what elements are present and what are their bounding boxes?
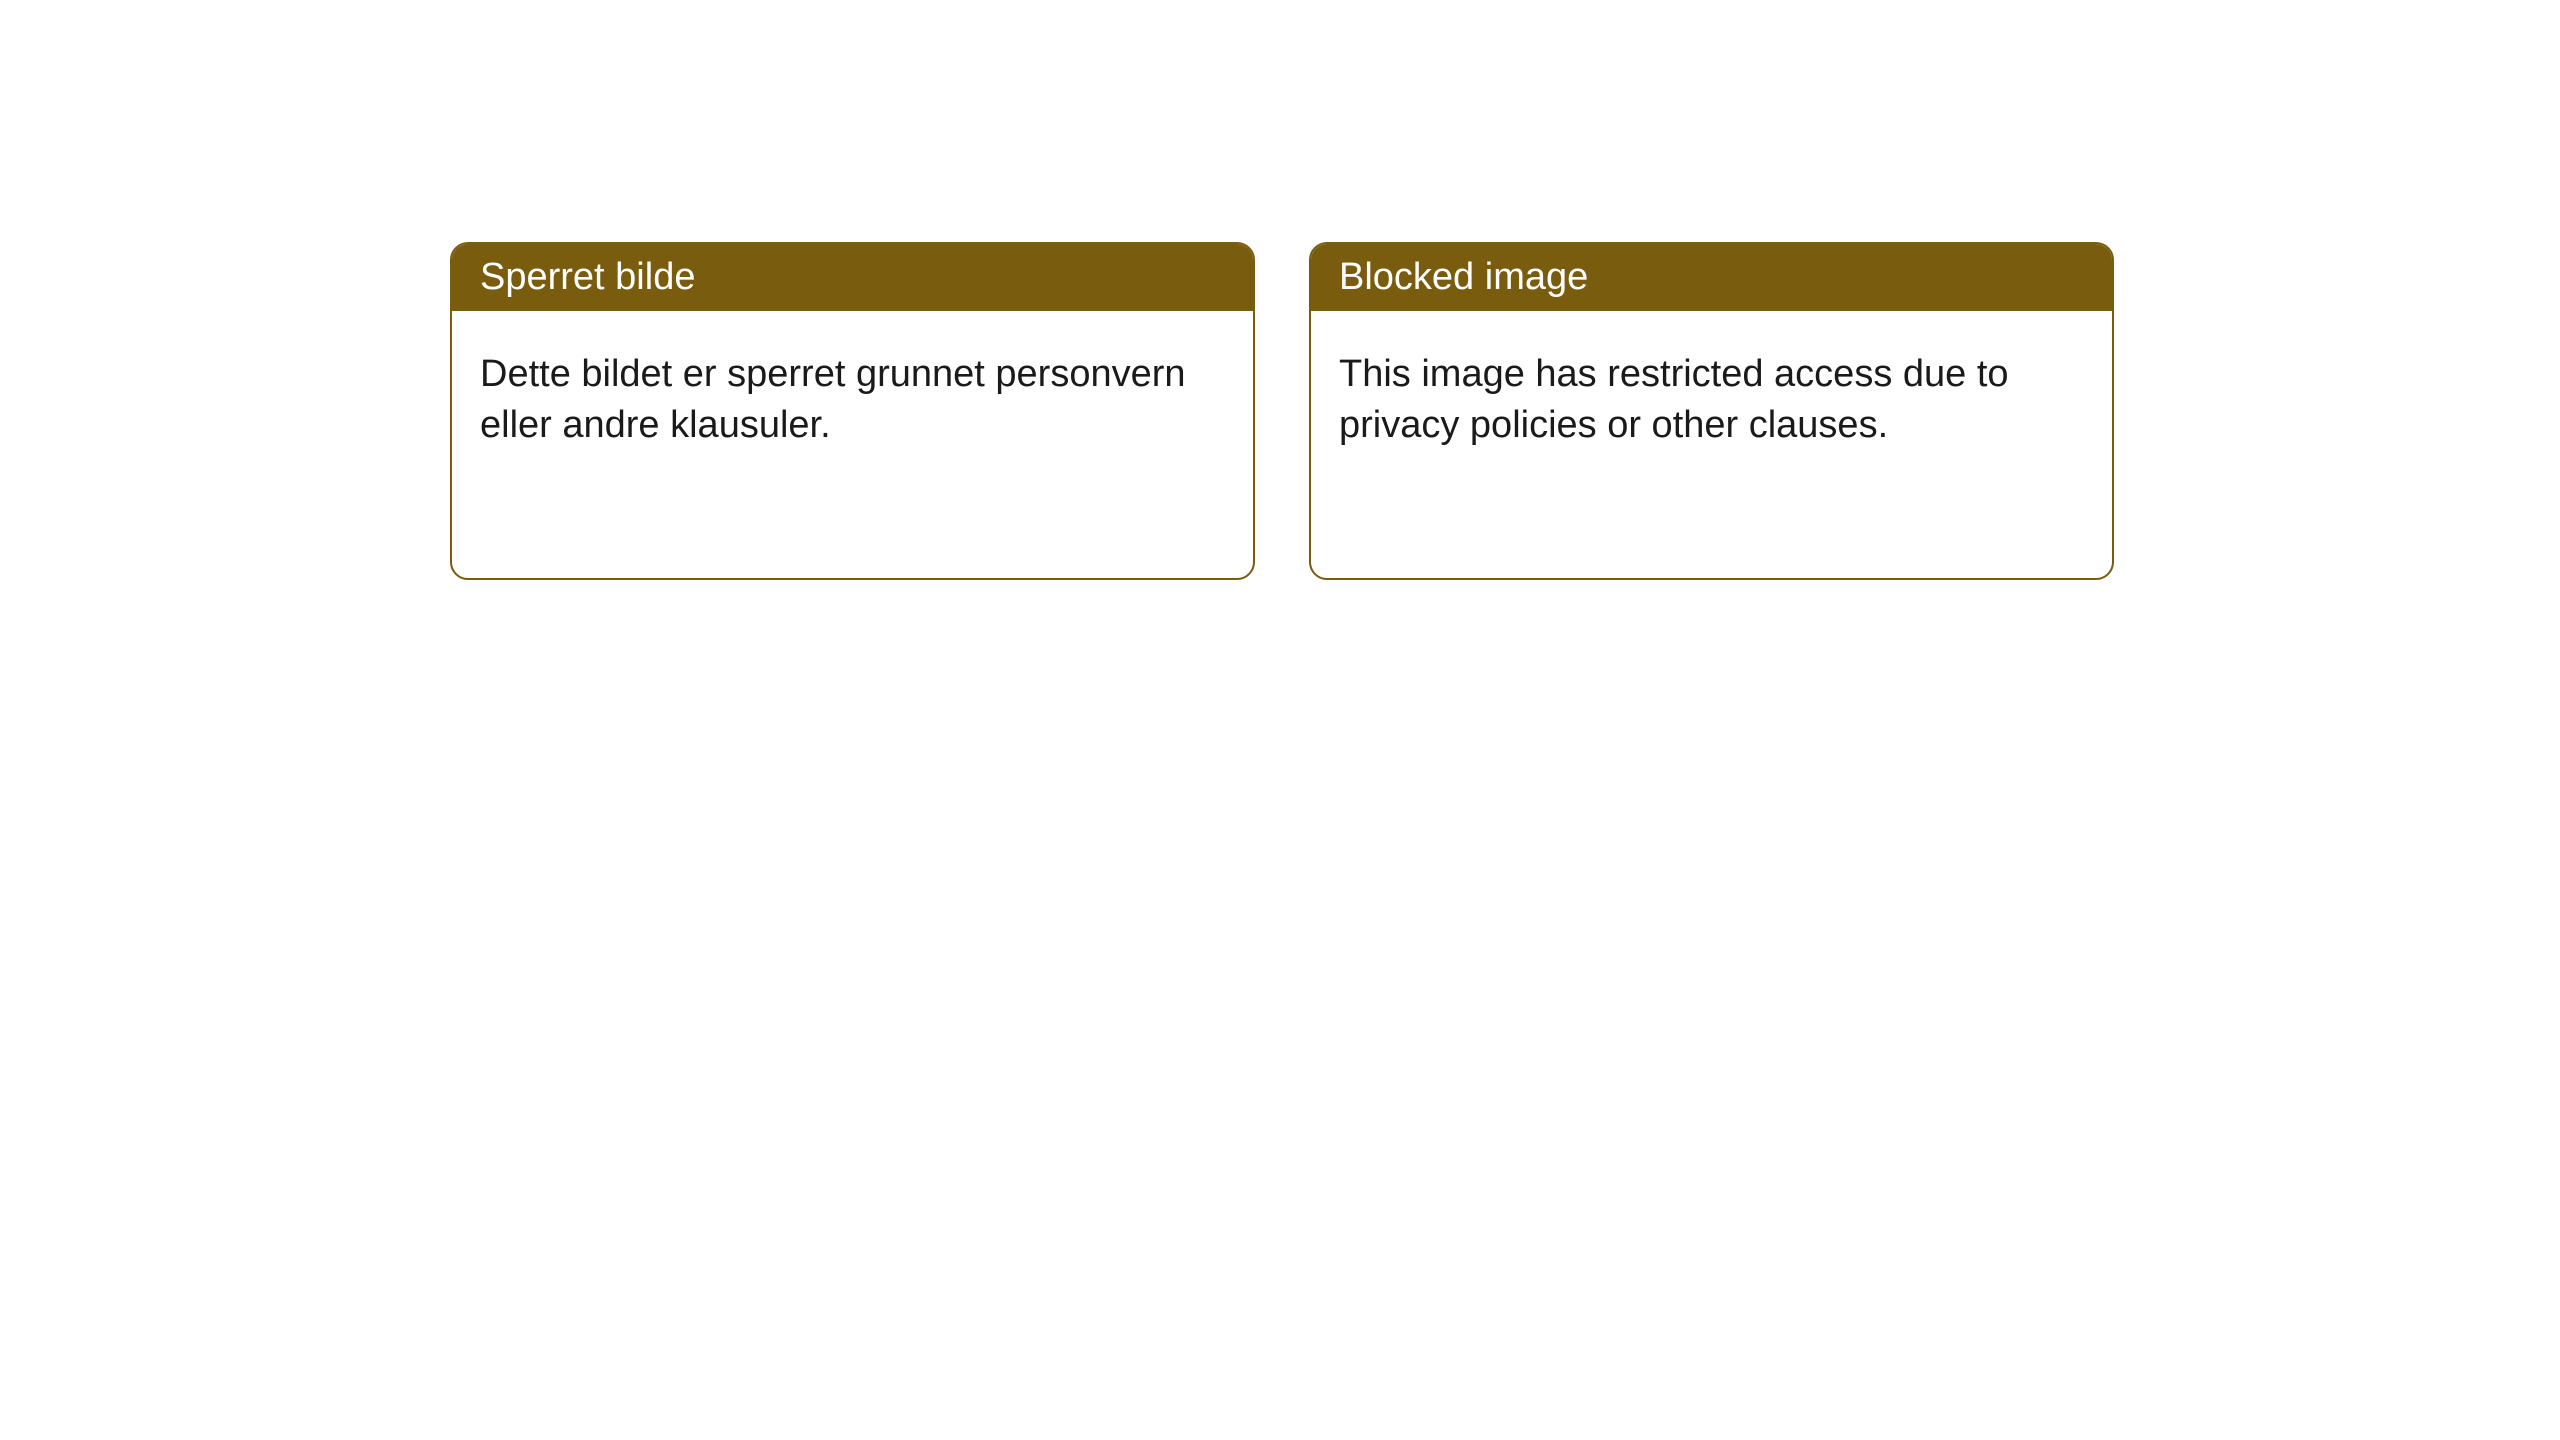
card-body-text: This image has restricted access due to …: [1339, 353, 2009, 446]
blocked-image-card-en: Blocked image This image has restricted …: [1309, 242, 2114, 580]
blocked-image-card-no: Sperret bilde Dette bildet er sperret gr…: [450, 242, 1255, 580]
card-title: Blocked image: [1339, 256, 1588, 298]
card-body-text: Dette bildet er sperret grunnet personve…: [480, 353, 1186, 446]
card-title: Sperret bilde: [480, 256, 695, 298]
card-body: Dette bildet er sperret grunnet personve…: [452, 311, 1253, 490]
card-header: Blocked image: [1311, 244, 2112, 311]
card-header: Sperret bilde: [452, 244, 1253, 311]
card-container: Sperret bilde Dette bildet er sperret gr…: [0, 0, 2560, 580]
card-body: This image has restricted access due to …: [1311, 311, 2112, 490]
